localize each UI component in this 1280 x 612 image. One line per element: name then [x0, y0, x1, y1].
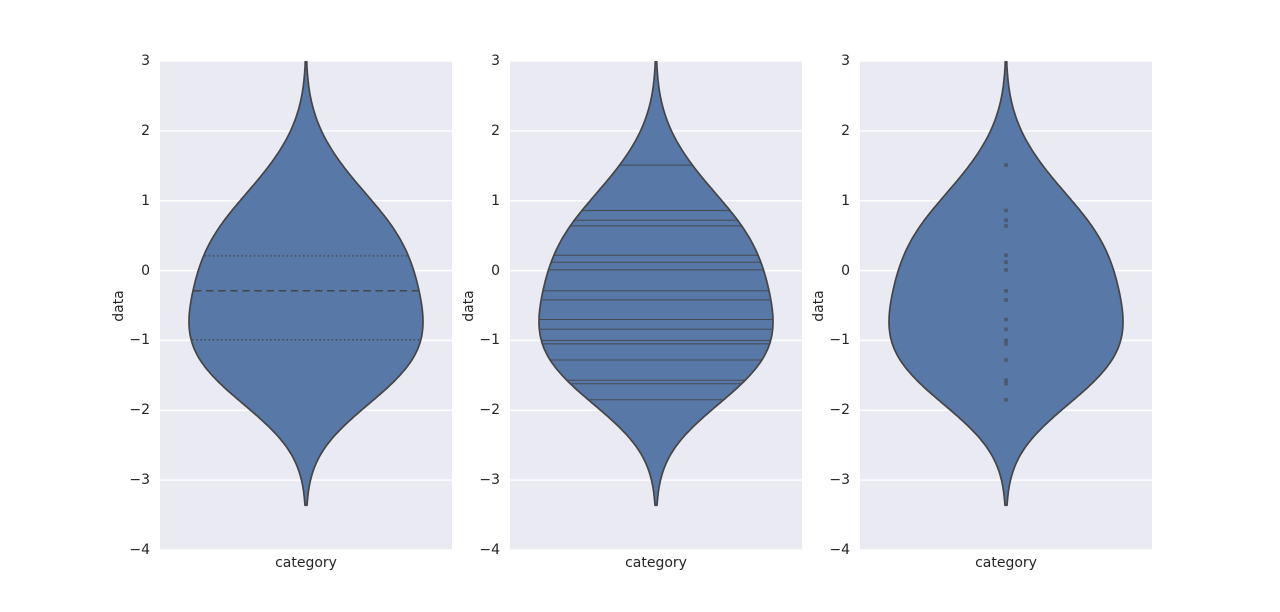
violin-plot-area	[160, 61, 452, 550]
category-tick-label: category	[625, 555, 687, 571]
y-tick-label: 2	[841, 122, 850, 139]
y-tick-label: −3	[479, 472, 500, 489]
observation-point	[1004, 163, 1008, 167]
y-tick-label: −4	[129, 542, 150, 558]
y-tick-label: 0	[841, 262, 850, 279]
y-tick-label: −2	[829, 402, 850, 419]
observation-point	[1004, 208, 1008, 213]
y-tick-label: 0	[141, 262, 150, 279]
category-tick-label: category	[275, 555, 337, 571]
observation-point	[1004, 260, 1008, 264]
y-tick-label: −1	[479, 332, 500, 349]
observation-point	[1004, 381, 1008, 386]
y-tick-label: −3	[129, 472, 150, 489]
y-tick-label: 1	[141, 192, 150, 209]
observation-point	[1004, 338, 1008, 343]
violin-plot-area	[860, 61, 1152, 550]
violin-subplot-stick: 3 2 1 0 −1 −2 −3 −4 data category	[450, 53, 802, 571]
observation-point	[1004, 378, 1008, 382]
y-tick-label: −4	[479, 542, 500, 558]
y-tick-label: −2	[479, 402, 500, 419]
observation-point	[1004, 342, 1008, 346]
observation-point	[1004, 268, 1008, 272]
observation-point	[1004, 298, 1008, 302]
y-tick-label: 2	[141, 122, 150, 139]
y-tick-label: 3	[841, 53, 850, 69]
violin-plot-area	[510, 61, 802, 550]
category-tick-label: category	[975, 555, 1037, 571]
observation-point	[1004, 218, 1008, 223]
y-tick-label: −2	[129, 402, 150, 419]
violin-shape	[888, 61, 1124, 507]
y-tick-label: 2	[491, 122, 500, 139]
y-tick-label: 3	[141, 53, 150, 69]
y-tick-label: 0	[491, 262, 500, 279]
violin-subplot-point: 3 2 1 0 −1 −2 −3 −4 data category	[800, 53, 1152, 571]
y-axis-label: data	[461, 289, 477, 322]
y-tick-label: −1	[829, 332, 850, 349]
violin-shape	[538, 61, 774, 507]
y-axis-label: data	[111, 289, 127, 322]
y-tick-label: 1	[491, 192, 500, 209]
violin-subplot-quartile: 3 2 1 0 −1 −2 −3 −4 data category	[100, 53, 452, 571]
y-tick-label: −3	[829, 472, 850, 489]
y-tick-label: 1	[841, 192, 850, 209]
y-tick-label: −4	[829, 542, 850, 558]
observation-point	[1004, 317, 1008, 322]
observation-point	[1004, 224, 1008, 228]
observation-point	[1004, 253, 1008, 257]
y-axis-label: data	[811, 289, 827, 322]
observation-point	[1004, 327, 1008, 332]
observation-point	[1004, 358, 1008, 362]
y-tick-label: 3	[491, 53, 500, 69]
observation-point	[1004, 289, 1008, 293]
violin-shape	[188, 61, 424, 507]
y-tick-label: −1	[129, 332, 150, 349]
observation-point	[1004, 398, 1008, 402]
